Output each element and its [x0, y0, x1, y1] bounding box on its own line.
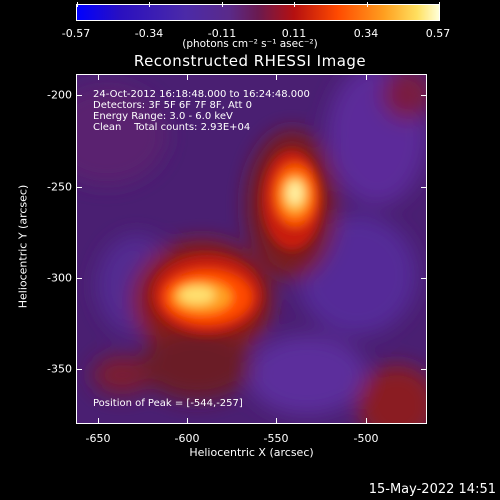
colorbar-tick-label: 0.57 — [425, 27, 451, 40]
info-detectors: Detectors: 3F 5F 6F 7F 8F, Att 0 — [93, 100, 253, 111]
info-total-counts: Clean Total counts: 2.93E+04 — [93, 122, 251, 133]
peak-position: Position of Peak = [-544,-257] — [93, 398, 243, 409]
y-tick-label: -300 — [47, 271, 72, 285]
rhessi-image-plot: 24-Oct-2012 16:18:48.000 to 16:24:48.000… — [76, 74, 427, 424]
y-axis-label: Heliocentric Y (arcsec) — [16, 184, 30, 309]
colorbar-tick-label: -0.11 — [207, 27, 237, 40]
colorbar-tick-label: -0.34 — [134, 27, 164, 40]
colorbar-tick-label: 0.11 — [281, 27, 307, 40]
rhessi-image — [77, 75, 426, 423]
info-time-range: 24-Oct-2012 16:18:48.000 to 16:24:48.000 — [93, 89, 310, 100]
x-tick-label: -600 — [174, 432, 200, 445]
x-tick-label: -650 — [85, 432, 111, 445]
generated-timestamp: 15-May-2022 14:51 — [368, 482, 496, 497]
colorbar — [76, 2, 440, 21]
x-axis-label: Heliocentric X (arcsec) — [189, 446, 314, 459]
colorbar-tick-label: -0.57 — [61, 27, 91, 40]
y-tick-label: -250 — [47, 180, 72, 194]
colorbar-tick-label: 0.34 — [353, 27, 379, 40]
x-tick-label: -550 — [263, 432, 289, 445]
colorbar-units: (photons cm⁻² s⁻¹ asec⁻²) — [182, 38, 318, 50]
info-energy-range: Energy Range: 3.0 - 6.0 keV — [93, 111, 233, 122]
image-title: Reconstructed RHESSI Image — [133, 52, 367, 70]
y-tick-label: -350 — [47, 362, 72, 376]
x-tick-label: -500 — [353, 432, 379, 445]
y-tick-label: -200 — [47, 88, 72, 102]
